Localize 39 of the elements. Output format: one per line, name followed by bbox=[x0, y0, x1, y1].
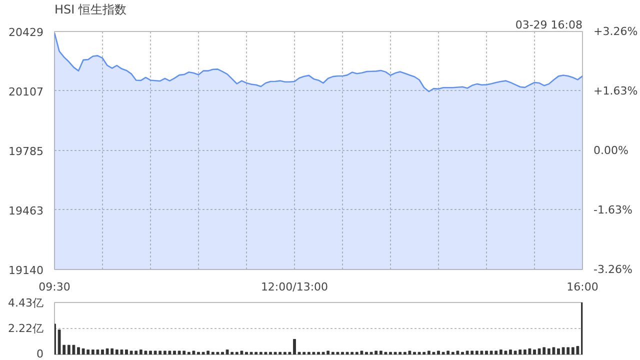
y-tick-label: 19785 bbox=[8, 144, 44, 158]
x-tick-label: 16:00 bbox=[566, 280, 598, 294]
bar bbox=[293, 338, 296, 354]
bar bbox=[341, 352, 344, 354]
bar bbox=[557, 348, 560, 354]
bar bbox=[389, 352, 392, 354]
bar bbox=[509, 350, 512, 354]
y2-tick-label: +3.26% bbox=[594, 25, 638, 38]
y2-tick-label: 0.00% bbox=[594, 144, 628, 157]
y2-tick-label: -3.26% bbox=[594, 263, 632, 276]
bar bbox=[149, 350, 152, 354]
y-tick-label: 19463 bbox=[8, 204, 44, 218]
y-tick-label: 20107 bbox=[8, 85, 44, 98]
y-tick-label: 20429 bbox=[8, 26, 44, 39]
y-tick-label: 0 bbox=[36, 348, 44, 360]
bar bbox=[245, 352, 248, 354]
bar bbox=[77, 347, 80, 354]
bar bbox=[101, 350, 104, 354]
y-tick-label: 2.22亿 bbox=[8, 322, 44, 335]
bar bbox=[413, 352, 416, 354]
bar bbox=[125, 350, 128, 354]
y2-tick-label: +1.63% bbox=[594, 84, 638, 98]
bar bbox=[533, 350, 536, 354]
bar bbox=[317, 352, 320, 354]
bar bbox=[197, 352, 200, 354]
bar bbox=[437, 350, 440, 354]
y2-tick-label: -1.63% bbox=[594, 204, 632, 216]
x-tick-label: 12:00/13:00 bbox=[260, 280, 328, 294]
bar bbox=[461, 352, 464, 354]
bar bbox=[221, 352, 224, 354]
bar bbox=[269, 352, 272, 354]
chart-title: HSI 恒生指数 bbox=[54, 2, 126, 16]
y-tick-label: 4.43亿 bbox=[8, 296, 44, 310]
bar bbox=[485, 350, 488, 354]
y-tick-label: 19140 bbox=[8, 264, 44, 277]
bar bbox=[173, 350, 176, 354]
annotation: 03-29 16:08 bbox=[515, 18, 583, 32]
x-tick-label: 09:30 bbox=[38, 280, 70, 294]
bar bbox=[365, 352, 368, 354]
